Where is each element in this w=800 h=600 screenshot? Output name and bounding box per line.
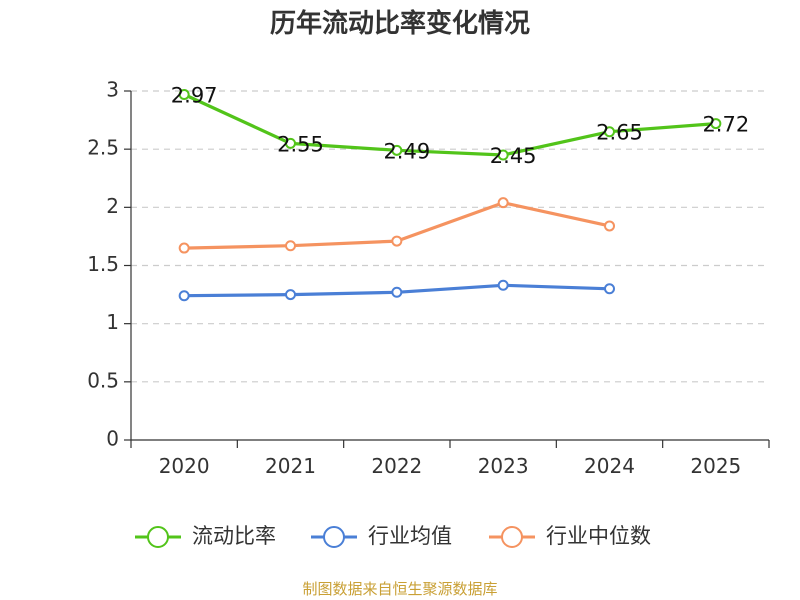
- y-tick-label: 0: [106, 427, 119, 451]
- data-point: [497, 197, 509, 209]
- legend: 流动比率 行业均值 行业中位数: [135, 524, 651, 548]
- data-point: [497, 149, 509, 161]
- legend-marker: [147, 526, 169, 548]
- data-point: [285, 240, 296, 252]
- data-label: 2.97: [171, 83, 218, 107]
- data-point: [497, 279, 509, 291]
- y-tick-label: 3: [106, 78, 119, 102]
- legend-marker: [323, 526, 345, 548]
- legend-label: 行业均值: [368, 524, 452, 548]
- data-point: [391, 235, 403, 247]
- x-tick-label: 2025: [690, 454, 741, 478]
- source-note: 制图数据来自恒生聚源数据库: [302, 580, 498, 598]
- x-tick-label: 2023: [478, 454, 529, 478]
- data-point: [391, 144, 403, 156]
- legend-item[interactable]: 行业中位数: [489, 524, 651, 548]
- series-line-1: [182, 92, 718, 157]
- legend-item[interactable]: 行业均值: [311, 524, 452, 548]
- data-labels: 2.97 2.55 2.49 2.45 2.65 2.72: [171, 83, 749, 167]
- legend-label: 流动比率: [192, 524, 276, 548]
- legend-item[interactable]: 流动比率: [135, 524, 276, 548]
- series-group: [178, 88, 722, 302]
- y-tick-label: 2: [106, 194, 119, 218]
- gridlines: [131, 90, 769, 383]
- data-point: [178, 242, 190, 254]
- legend-label: 行业中位数: [546, 524, 651, 548]
- data-point: [604, 283, 615, 295]
- x-tick-label: 2022: [371, 454, 422, 478]
- y-tick-label: 1.5: [87, 252, 119, 276]
- data-point: [285, 289, 296, 301]
- data-label: 2.72: [702, 113, 749, 137]
- legend-marker: [501, 526, 523, 548]
- data-point: [178, 290, 190, 302]
- y-tick-label: 2.5: [87, 136, 119, 160]
- data-point: [710, 118, 722, 130]
- data-label: 2.65: [596, 121, 643, 145]
- y-tick-label: 0.5: [87, 368, 119, 392]
- x-tick-label: 2021: [265, 454, 316, 478]
- data-point: [178, 88, 190, 100]
- x-axis-ticks: 2020 2021 2022 2023 2024 2025: [130, 440, 770, 478]
- data-label: 2.49: [383, 139, 430, 163]
- data-label: 2.55: [277, 132, 324, 156]
- data-point: [604, 220, 615, 232]
- x-tick-label: 2020: [159, 454, 210, 478]
- x-tick-label: 2024: [584, 454, 635, 478]
- y-axis-ticks: 0 0.5 1 1.5 2 2.5 3: [87, 78, 131, 451]
- chart-title: 历年流动比率变化情况: [269, 9, 530, 39]
- data-label: 2.45: [490, 144, 537, 168]
- data-point: [604, 126, 615, 138]
- data-point: [285, 137, 296, 149]
- y-tick-label: 1: [106, 310, 119, 334]
- data-point: [391, 286, 403, 298]
